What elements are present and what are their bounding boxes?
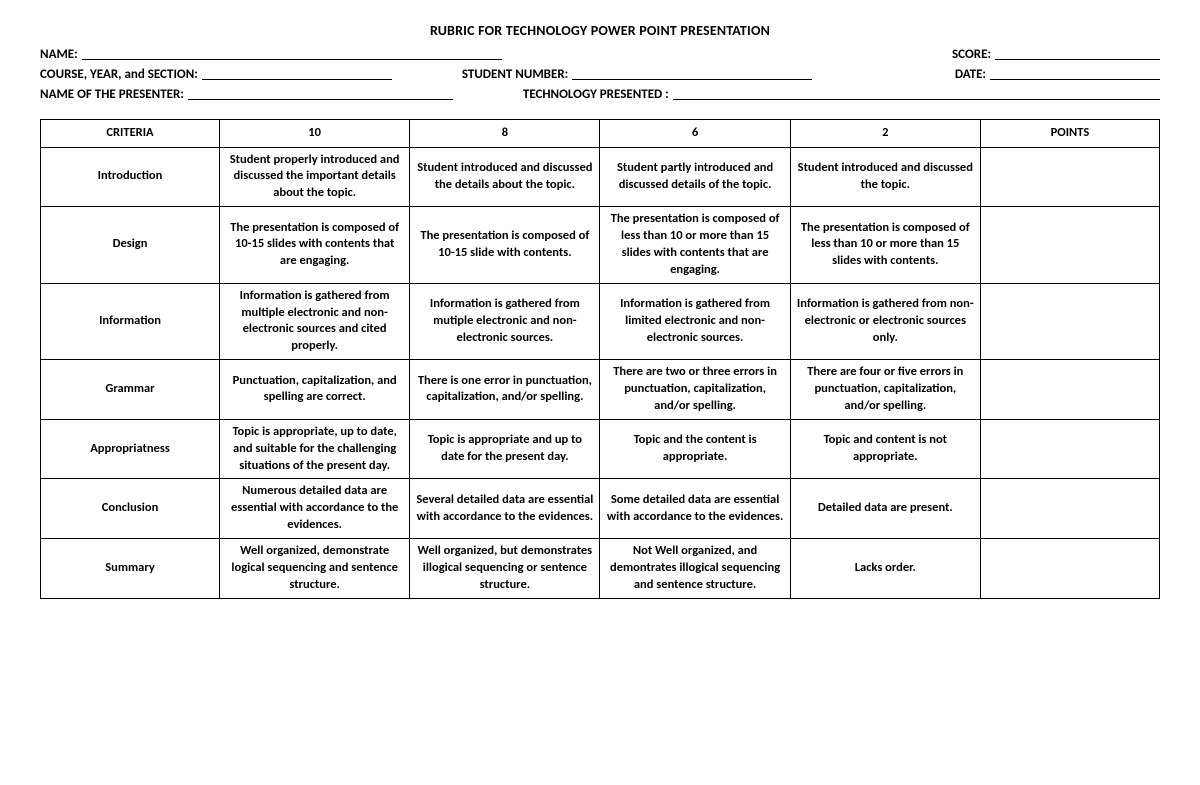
cell-points (980, 479, 1159, 539)
table-row: InformationInformation is gathered from … (41, 283, 1160, 360)
table-body: IntroductionStudent properly introduced … (41, 147, 1160, 598)
cell-c2: The presentation is composed of less tha… (790, 207, 980, 284)
label-date: DATE: (955, 66, 986, 85)
header-row-2: COURSE, YEAR, and SECTION: STUDENT NUMBE… (40, 65, 1160, 85)
table-row: DesignThe presentation is composed of 10… (41, 207, 1160, 284)
table-row: SummaryWell organized, demonstrate logic… (41, 539, 1160, 599)
cell-points (980, 360, 1159, 420)
label-score: SCORE: (952, 46, 991, 65)
label-course: COURSE, YEAR, and SECTION: (40, 66, 198, 85)
field-presenter: NAME OF THE PRESENTER: (40, 85, 453, 105)
cell-c10: Topic is appropriate, up to date, and su… (220, 419, 410, 479)
cell-points (980, 283, 1159, 360)
blank-tech (673, 87, 1160, 100)
cell-c8: Information is gathered from mutiple ele… (410, 283, 600, 360)
cell-c10: The presentation is composed of 10-15 sl… (220, 207, 410, 284)
field-studentnum: STUDENT NUMBER: (462, 65, 812, 85)
col-criteria: CRITERIA (41, 119, 220, 147)
col-2: 2 (790, 119, 980, 147)
cell-points (980, 539, 1159, 599)
table-row: IntroductionStudent properly introduced … (41, 147, 1160, 207)
cell-c2: Detailed data are present. (790, 479, 980, 539)
col-points: POINTS (980, 119, 1159, 147)
label-name: NAME: (40, 46, 78, 65)
cell-criteria: Appropriatness (41, 419, 220, 479)
cell-c6: The presentation is composed of less tha… (600, 207, 790, 284)
cell-c10: Punctuation, capitalization, and spellin… (220, 360, 410, 420)
blank-studentnum (572, 67, 812, 80)
header-row-1: NAME: SCORE: (40, 45, 1160, 65)
cell-criteria: Design (41, 207, 220, 284)
cell-c2: Lacks order. (790, 539, 980, 599)
field-course: COURSE, YEAR, and SECTION: (40, 65, 392, 85)
cell-criteria: Conclusion (41, 479, 220, 539)
spacer (812, 65, 955, 85)
field-date: DATE: (955, 65, 1160, 85)
table-row: AppropriatnessTopic is appropriate, up t… (41, 419, 1160, 479)
col-10: 10 (220, 119, 410, 147)
rubric-table: CRITERIA 10 8 6 2 POINTS IntroductionStu… (40, 119, 1160, 599)
cell-c2: Topic and content is not appropriate. (790, 419, 980, 479)
cell-criteria: Information (41, 283, 220, 360)
cell-points (980, 207, 1159, 284)
table-head: CRITERIA 10 8 6 2 POINTS (41, 119, 1160, 147)
cell-c6: Not Well organized, and demontrates illo… (600, 539, 790, 599)
cell-c8: Topic is appropriate and up to date for … (410, 419, 600, 479)
blank-course (202, 67, 392, 80)
col-8: 8 (410, 119, 600, 147)
label-presenter: NAME OF THE PRESENTER: (40, 86, 184, 105)
label-studentnum: STUDENT NUMBER: (462, 66, 568, 85)
cell-c10: Student properly introduced and discusse… (220, 147, 410, 207)
form-header: NAME: SCORE: COURSE, YEAR, and SECTION: … (40, 45, 1160, 105)
cell-c2: Information is gathered from non-electro… (790, 283, 980, 360)
cell-c8: Well organized, but demonstrates illogic… (410, 539, 600, 599)
page: RUBRIC FOR TECHNOLOGY POWER POINT PRESEN… (0, 0, 1200, 599)
col-6: 6 (600, 119, 790, 147)
cell-c6: Topic and the content is appropriate. (600, 419, 790, 479)
table-row: ConclusionNumerous detailed data are ess… (41, 479, 1160, 539)
blank-score (995, 47, 1160, 60)
blank-presenter (188, 87, 453, 100)
header-row: CRITERIA 10 8 6 2 POINTS (41, 119, 1160, 147)
cell-c8: Student introduced and discussed the det… (410, 147, 600, 207)
field-name: NAME: (40, 45, 502, 65)
cell-c10: Information is gathered from multiple el… (220, 283, 410, 360)
cell-c10: Well organized, demonstrate logical sequ… (220, 539, 410, 599)
blank-name (82, 47, 502, 60)
table-row: GrammarPunctuation, capitalization, and … (41, 360, 1160, 420)
spacer (502, 45, 952, 65)
blank-date (990, 67, 1160, 80)
spacer (453, 85, 523, 105)
cell-c8: Several detailed data are essential with… (410, 479, 600, 539)
cell-c6: Student partly introduced and discussed … (600, 147, 790, 207)
cell-points (980, 147, 1159, 207)
field-tech: TECHNOLOGY PRESENTED : (523, 85, 1160, 105)
label-tech: TECHNOLOGY PRESENTED : (523, 86, 669, 105)
header-row-3: NAME OF THE PRESENTER: TECHNOLOGY PRESEN… (40, 85, 1160, 105)
cell-c8: There is one error in punctuation, capit… (410, 360, 600, 420)
cell-c6: There are two or three errors in punctua… (600, 360, 790, 420)
cell-criteria: Grammar (41, 360, 220, 420)
cell-c6: Some detailed data are essential with ac… (600, 479, 790, 539)
cell-c2: There are four or five errors in punctua… (790, 360, 980, 420)
cell-criteria: Summary (41, 539, 220, 599)
cell-c2: Student introduced and discussed the top… (790, 147, 980, 207)
page-title: RUBRIC FOR TECHNOLOGY POWER POINT PRESEN… (40, 22, 1160, 39)
cell-criteria: Introduction (41, 147, 220, 207)
spacer (392, 65, 462, 85)
cell-c10: Numerous detailed data are essential wit… (220, 479, 410, 539)
cell-c6: Information is gathered from limited ele… (600, 283, 790, 360)
cell-c8: The presentation is composed of 10-15 sl… (410, 207, 600, 284)
cell-points (980, 419, 1159, 479)
field-score: SCORE: (952, 45, 1160, 65)
